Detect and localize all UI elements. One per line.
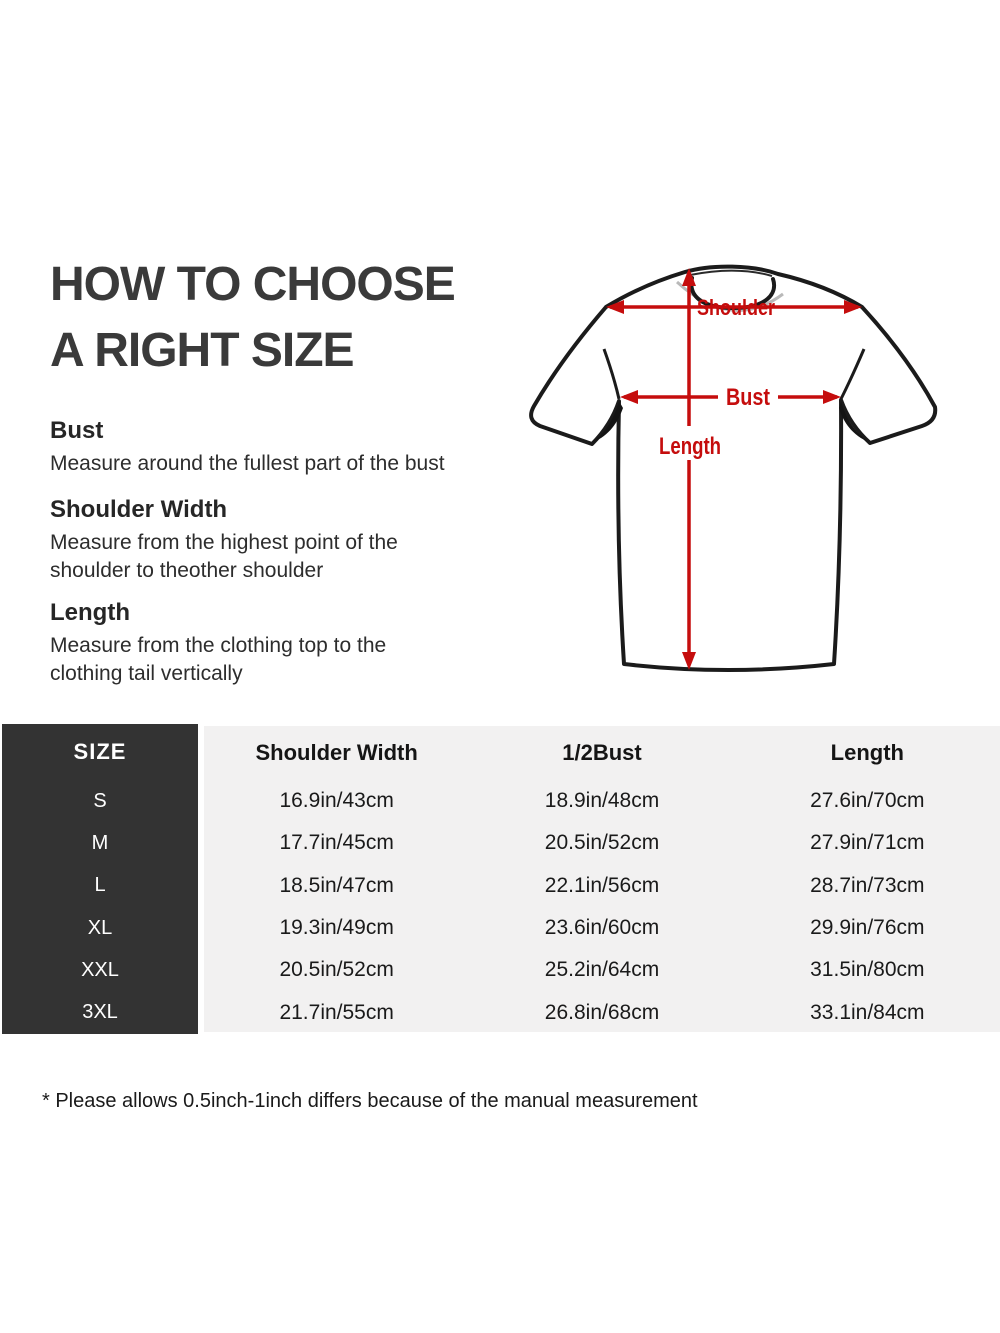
page-title-line-1: HOW TO CHOOSE <box>50 258 456 311</box>
column-header-shoulder-width: Shoulder Width <box>255 740 418 765</box>
cell-bust: 20.5in/52cm <box>544 831 660 855</box>
cell-shoulder: 18.5in/47cm <box>279 873 394 897</box>
length-description-line-2: clothing tail vertically <box>50 662 243 685</box>
size-row-label: 3XL <box>82 1001 118 1024</box>
cell-bust: 18.9in/48cm <box>544 789 660 813</box>
tshirt-measurement-diagram: Shoulder Bust Length <box>520 250 950 680</box>
column-header-half-bust: 1/2Bust <box>562 740 642 765</box>
intro-column: HOW TO CHOOSE A RIGHT SIZE Bust Measure … <box>50 252 500 688</box>
table-row: 16.9in/43cm 18.9in/48cm 27.6in/70cm <box>204 780 1000 822</box>
left-sleeve-seam <box>602 348 621 400</box>
collar-band-line <box>689 269 773 277</box>
shoulder-arrow-label: Shoulder <box>697 295 775 320</box>
cell-length: 27.9in/71cm <box>810 831 925 855</box>
guide-section-shoulder-width: Shoulder Width Measure from the highest … <box>50 495 500 585</box>
measurement-disclaimer: * Please allows 0.5inch-1inch differs be… <box>42 1090 698 1112</box>
length-arrow-label: Length <box>659 433 721 460</box>
bust-arrow <box>620 390 841 404</box>
cell-length: 28.7in/73cm <box>810 873 925 897</box>
size-row-label: S <box>93 789 107 812</box>
table-row: 19.3in/49cm 23.6in/60cm 29.9in/76cm <box>204 907 1000 949</box>
cell-length: 27.6in/70cm <box>810 789 925 813</box>
size-row-label: XL <box>87 916 113 939</box>
cell-length: 29.9in/76cm <box>810 916 925 940</box>
shoulder-width-description-line-1: Measure from the highest point of the <box>50 531 398 554</box>
size-table-size-column: SIZE S M L XL XXL 3XL <box>2 724 198 1034</box>
table-row: 20.5in/52cm 25.2in/64cm 31.5in/80cm <box>204 949 1000 991</box>
cell-shoulder: 20.5in/52cm <box>279 958 394 982</box>
page-title: HOW TO CHOOSE A RIGHT SIZE <box>50 252 500 384</box>
shoulder-arrow <box>606 300 862 314</box>
cell-shoulder: 16.9in/43cm <box>279 789 394 813</box>
guide-section-length: Length Measure from the clothing top to … <box>50 598 500 688</box>
length-arrow <box>682 268 696 670</box>
right-armpit-shadow <box>839 401 869 442</box>
size-row-label: M <box>91 831 109 854</box>
cell-length: 31.5in/80cm <box>810 958 925 982</box>
tshirt-diagram-svg: Shoulder Bust Length <box>529 264 938 672</box>
length-heading: Length <box>50 599 130 626</box>
cell-bust: 26.8in/68cm <box>544 1000 660 1024</box>
length-description-line-1: Measure from the clothing top to the <box>50 634 387 657</box>
shoulder-width-description-line-2: shoulder to theother shoulder <box>50 559 324 582</box>
column-header-length: Length <box>830 740 904 765</box>
table-row: 18.5in/47cm 22.1in/56cm 28.7in/73cm <box>204 865 1000 907</box>
cell-bust: 25.2in/64cm <box>544 958 660 982</box>
cell-shoulder: 21.7in/55cm <box>279 1000 394 1024</box>
size-row-label: XXL <box>81 958 119 981</box>
tshirt-outline <box>529 264 938 672</box>
size-column-header: SIZE <box>73 739 127 764</box>
size-table: SIZE S M L XL XXL 3XL Shoulder Width 1/2… <box>0 724 1000 1034</box>
bust-heading: Bust <box>50 417 104 444</box>
cell-bust: 22.1in/56cm <box>544 873 660 897</box>
left-armpit-shadow <box>593 401 623 442</box>
cell-bust: 23.6in/60cm <box>544 916 660 940</box>
size-row-label: L <box>94 874 106 897</box>
size-table-data-area: Shoulder Width 1/2Bust Length 16.9in/43c… <box>204 726 1000 1032</box>
bust-description: Measure around the fullest part of the b… <box>50 452 445 475</box>
size-table-header-row: Shoulder Width 1/2Bust Length <box>204 726 1000 780</box>
guide-section-bust: Bust Measure around the fullest part of … <box>50 416 500 478</box>
table-row: 17.7in/45cm 20.5in/52cm 27.9in/71cm <box>204 822 1000 864</box>
table-row: 21.7in/55cm 26.8in/68cm 33.1in/84cm <box>204 991 1000 1033</box>
bust-arrow-label: Bust <box>726 384 770 411</box>
shoulder-width-heading: Shoulder Width <box>50 496 228 523</box>
right-sleeve-seam <box>839 348 866 400</box>
cell-length: 33.1in/84cm <box>810 1000 925 1024</box>
cell-shoulder: 17.7in/45cm <box>279 831 394 855</box>
cell-shoulder: 19.3in/49cm <box>279 916 394 940</box>
page-title-line-2: A RIGHT SIZE <box>50 324 355 377</box>
